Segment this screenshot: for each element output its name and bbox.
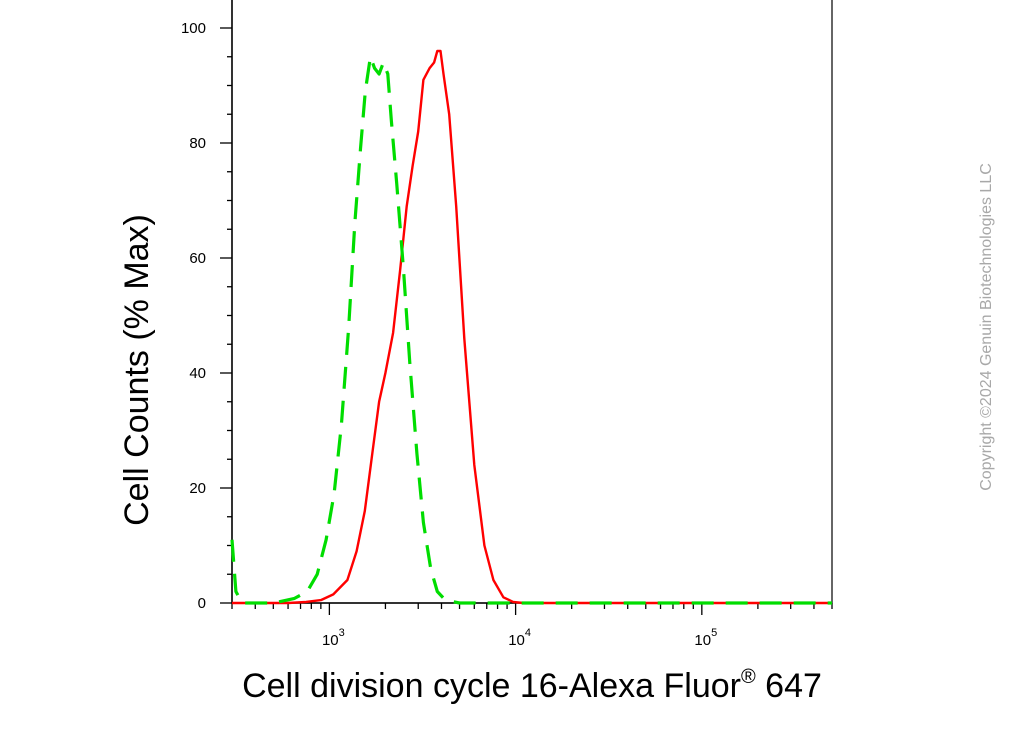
y-axis-label: Cell Counts (% Max) (118, 214, 156, 526)
y-tick-label: 40 (189, 365, 206, 382)
y-tick-label: 100 (181, 20, 206, 37)
copyright-notice: Copyright ©2024 Genuin Biotechnologies L… (978, 163, 995, 491)
x-axis-label-tail: 647 (756, 667, 822, 705)
x-axis-label: Cell division cycle 16-Alexa Fluor® 647 (242, 666, 822, 705)
x-tick-label: 103 (322, 627, 345, 649)
y-axis-ticks: 0 20 40 60 80 100 (181, 20, 232, 612)
plot-area (231, 0, 833, 604)
x-axis-ticks: 103 104 105 (231, 603, 833, 649)
y-tick-label: 20 (189, 480, 206, 497)
x-tick-label: 104 (508, 627, 531, 649)
y-tick-label: 80 (189, 135, 206, 152)
y-tick-label: 60 (189, 250, 206, 267)
series-lines (230, 49, 832, 605)
x-axis-label-registered-mark: ® (741, 666, 756, 688)
x-tick-label: 105 (694, 627, 717, 649)
x-axis-label-main: Cell division cycle 16-Alexa Fluor (242, 667, 741, 705)
series-line-solid-red (232, 49, 832, 605)
plot-frame (231, 0, 833, 604)
y-tick-label: 0 (198, 595, 206, 612)
series-line-dashed-green (230, 55, 832, 605)
